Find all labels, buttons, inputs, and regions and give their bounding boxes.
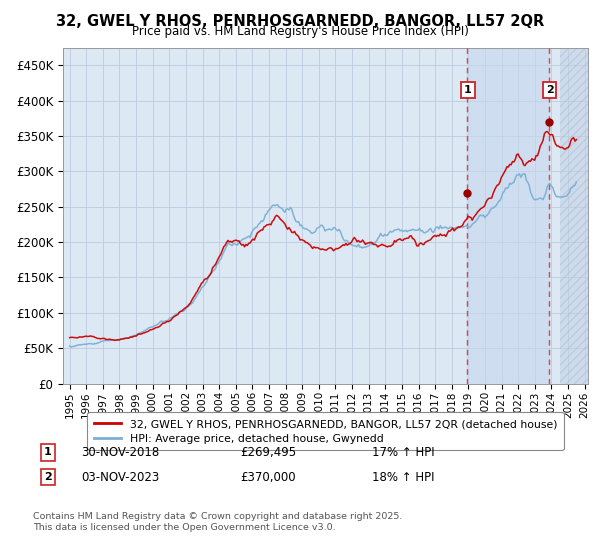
- Legend: 32, GWEL Y RHOS, PENRHOSGARNEDD, BANGOR, LL57 2QR (detached house), HPI: Average: 32, GWEL Y RHOS, PENRHOSGARNEDD, BANGOR,…: [88, 412, 563, 450]
- Text: 2: 2: [546, 85, 553, 95]
- Text: Contains HM Land Registry data © Crown copyright and database right 2025.
This d: Contains HM Land Registry data © Crown c…: [33, 512, 403, 532]
- Bar: [560, 48, 588, 384]
- Text: £269,495: £269,495: [240, 446, 296, 459]
- Text: 18% ↑ HPI: 18% ↑ HPI: [372, 470, 434, 484]
- Text: 1: 1: [44, 447, 52, 458]
- Bar: [560, 48, 588, 384]
- Text: 03-NOV-2023: 03-NOV-2023: [81, 470, 159, 484]
- Text: 30-NOV-2018: 30-NOV-2018: [81, 446, 159, 459]
- Text: 32, GWEL Y RHOS, PENRHOSGARNEDD, BANGOR, LL57 2QR: 32, GWEL Y RHOS, PENRHOSGARNEDD, BANGOR,…: [56, 14, 544, 29]
- Text: 17% ↑ HPI: 17% ↑ HPI: [372, 446, 434, 459]
- Text: Price paid vs. HM Land Registry's House Price Index (HPI): Price paid vs. HM Land Registry's House …: [131, 25, 469, 38]
- Text: 1: 1: [464, 85, 472, 95]
- Text: 2: 2: [44, 472, 52, 482]
- Bar: [467, 48, 549, 384]
- Text: £370,000: £370,000: [240, 470, 296, 484]
